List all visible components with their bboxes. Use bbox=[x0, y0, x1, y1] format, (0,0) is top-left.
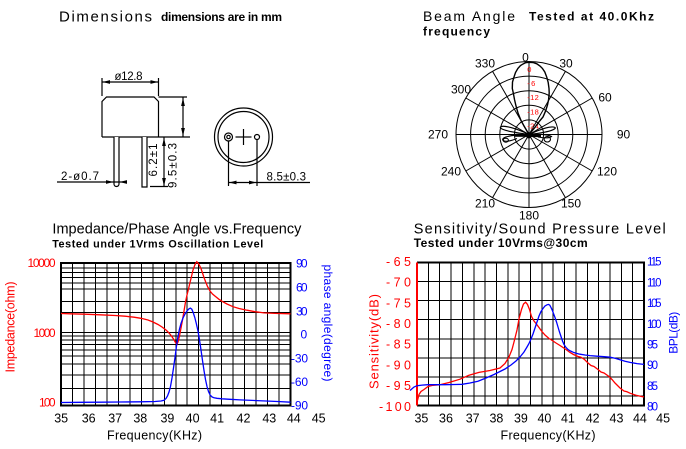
svg-text:30: 30 bbox=[296, 304, 308, 318]
svg-text:BPL(dB): BPL(dB) bbox=[667, 312, 681, 354]
svg-text:Frequency(KHz): Frequency(KHz) bbox=[107, 429, 202, 443]
svg-text:95: 95 bbox=[647, 340, 658, 352]
svg-text:ø12.8: ø12.8 bbox=[115, 71, 143, 83]
svg-text:210: 210 bbox=[475, 197, 495, 211]
svg-text:44: 44 bbox=[287, 412, 301, 426]
svg-text:-24: -24 bbox=[527, 122, 539, 131]
svg-text:-60: -60 bbox=[291, 375, 308, 389]
svg-text:phase angle(degree): phase angle(degree) bbox=[321, 265, 335, 382]
svg-text:36: 36 bbox=[439, 412, 453, 426]
svg-text:39: 39 bbox=[160, 412, 174, 426]
svg-text:90: 90 bbox=[617, 128, 631, 142]
svg-text:Sensitivity(dB): Sensitivity(dB) bbox=[367, 294, 382, 389]
svg-text:36: 36 bbox=[82, 412, 96, 426]
svg-text:-12: -12 bbox=[527, 93, 539, 102]
svg-text:105: 105 bbox=[647, 298, 662, 310]
svg-text:90: 90 bbox=[647, 360, 658, 372]
svg-text:41: 41 bbox=[210, 412, 224, 426]
svg-text:Tested under 1Vrms Oscillation: Tested under 1Vrms Oscillation Level bbox=[52, 238, 263, 250]
svg-text:44: 44 bbox=[633, 412, 647, 426]
svg-text:41: 41 bbox=[561, 412, 575, 426]
svg-text:150: 150 bbox=[561, 197, 581, 211]
svg-text:37: 37 bbox=[108, 412, 122, 426]
svg-text:115: 115 bbox=[647, 257, 662, 269]
svg-text:9.5±0.3: 9.5±0.3 bbox=[168, 143, 180, 188]
svg-text:42: 42 bbox=[237, 412, 251, 426]
svg-text:-30: -30 bbox=[291, 352, 308, 366]
svg-text:35: 35 bbox=[54, 412, 68, 426]
svg-text:-18: -18 bbox=[527, 107, 539, 116]
svg-text:40: 40 bbox=[537, 412, 551, 426]
svg-text:-80: -80 bbox=[386, 317, 411, 331]
svg-text:39: 39 bbox=[514, 412, 528, 426]
svg-text:30: 30 bbox=[559, 57, 573, 71]
svg-text:43: 43 bbox=[610, 412, 624, 426]
svg-text:Impedance(ohm): Impedance(ohm) bbox=[4, 282, 18, 373]
svg-text:43: 43 bbox=[262, 412, 276, 426]
svg-text:Tested under 10Vrms@30cm: Tested under 10Vrms@30cm bbox=[414, 236, 588, 250]
svg-text:Sensitivity/Sound Pressure Lev: Sensitivity/Sound Pressure Level bbox=[414, 222, 666, 238]
svg-text:2-ø0.7: 2-ø0.7 bbox=[61, 171, 99, 183]
svg-text:1000: 1000 bbox=[34, 326, 56, 340]
svg-text:110: 110 bbox=[647, 277, 662, 289]
svg-text:60: 60 bbox=[598, 91, 612, 105]
svg-text:90: 90 bbox=[296, 257, 308, 271]
svg-text:-95: -95 bbox=[386, 379, 411, 393]
svg-text:38: 38 bbox=[489, 412, 503, 426]
svg-text:-75: -75 bbox=[386, 296, 411, 310]
svg-text:37: 37 bbox=[466, 412, 480, 426]
svg-text:330: 330 bbox=[475, 57, 495, 71]
svg-text:0: 0 bbox=[301, 328, 308, 342]
svg-text:100: 100 bbox=[647, 319, 662, 331]
svg-text:Frequency(KHz): Frequency(KHz) bbox=[501, 429, 596, 443]
svg-text:-6: -6 bbox=[527, 79, 535, 88]
svg-text:Impedance/Phase Angle vs.Frequ: Impedance/Phase Angle vs.Frequency bbox=[52, 222, 302, 238]
svg-text:dimensions are in mm: dimensions are in mm bbox=[161, 10, 282, 24]
svg-text:10000: 10000 bbox=[28, 256, 56, 270]
svg-text:45: 45 bbox=[312, 412, 326, 426]
svg-text:100: 100 bbox=[39, 395, 56, 409]
svg-text:240: 240 bbox=[441, 165, 461, 179]
svg-text:270: 270 bbox=[428, 128, 448, 142]
svg-text:frequency: frequency bbox=[423, 25, 490, 39]
svg-text:Beam Angle: Beam Angle bbox=[423, 8, 515, 24]
svg-text:60: 60 bbox=[296, 280, 308, 294]
svg-text:-65: -65 bbox=[386, 255, 411, 269]
svg-text:Dimensions: Dimensions bbox=[59, 9, 152, 26]
svg-text:35: 35 bbox=[414, 412, 428, 426]
svg-text:0: 0 bbox=[527, 65, 531, 74]
svg-text:-85: -85 bbox=[386, 338, 411, 352]
svg-text:Tested at 40.0Khz: Tested at 40.0Khz bbox=[529, 10, 654, 24]
svg-text:-90: -90 bbox=[291, 398, 308, 412]
svg-text:0: 0 bbox=[522, 51, 529, 65]
svg-text:300: 300 bbox=[451, 83, 471, 97]
svg-text:6.2±1: 6.2±1 bbox=[148, 144, 160, 177]
svg-text:-70: -70 bbox=[386, 276, 411, 290]
svg-text:-90: -90 bbox=[386, 358, 411, 372]
svg-text:120: 120 bbox=[597, 165, 617, 179]
svg-text:180: 180 bbox=[519, 209, 539, 223]
svg-text:45: 45 bbox=[656, 412, 670, 426]
svg-text:85: 85 bbox=[647, 381, 658, 393]
svg-text:38: 38 bbox=[133, 412, 147, 426]
svg-text:40: 40 bbox=[186, 412, 200, 426]
svg-text:80: 80 bbox=[647, 402, 658, 414]
svg-text:8.5±0.3: 8.5±0.3 bbox=[267, 172, 307, 184]
svg-text:42: 42 bbox=[586, 412, 600, 426]
